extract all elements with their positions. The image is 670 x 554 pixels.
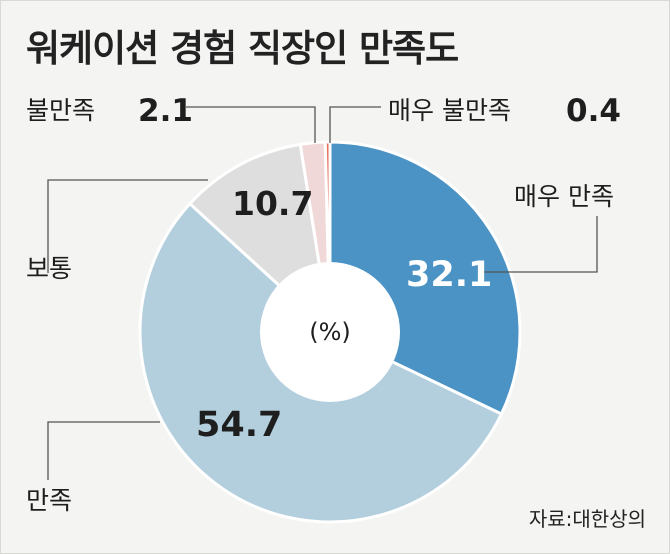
leader-lines [47,106,598,480]
label-dissatisfied: 불만족 [26,96,95,125]
leader-line-dissatisfied [186,106,316,143]
value-dissatisfied: 2.1 [138,93,193,129]
source-note: 자료:대한상의 [528,507,646,531]
label-very-satisfied: 매우 만족 [514,182,614,211]
leader-line-satisfied [47,421,160,480]
label-neutral: 보통 [26,254,72,283]
leader-line-very-dissatisfied [329,106,381,143]
donut-hole [260,262,400,402]
value-neutral: 10.7 [232,184,313,223]
label-satisfied: 만족 [26,486,72,515]
value-very-dissatisfied: 0.4 [566,93,621,129]
value-satisfied: 54.7 [196,405,282,445]
leader-line-very-satisfied [483,216,598,273]
center-unit-label: (%) [309,318,351,346]
value-very-satisfied: 32.1 [406,255,492,295]
leader-line-neutral [47,179,208,273]
chart-title: 워케이션 경험 직장인 만족도 [26,27,459,70]
label-very-dissatisfied: 매우 불만족 [388,96,511,125]
